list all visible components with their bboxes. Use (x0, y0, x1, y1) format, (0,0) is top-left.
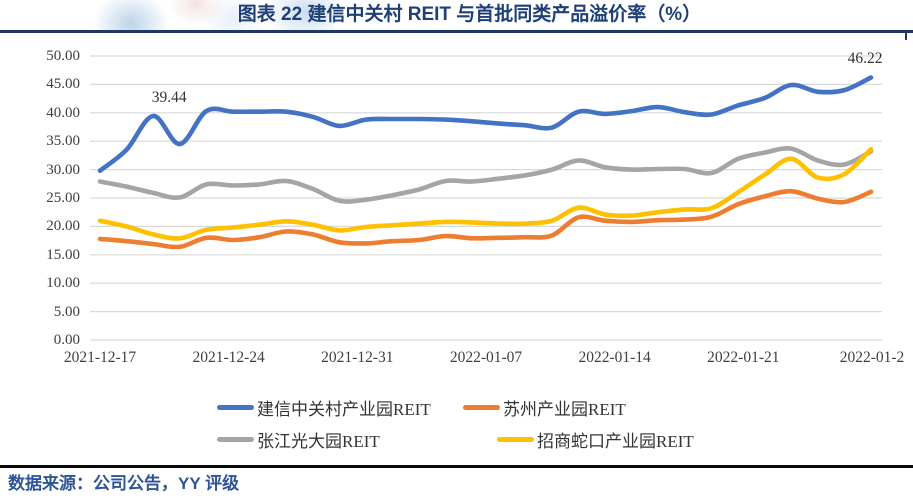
legend-item: 张江光大园REIT (217, 428, 380, 451)
x-tick-label: 2021-12-24 (192, 349, 265, 366)
x-tick-label: 2021-12-31 (321, 349, 394, 366)
legend-label: 招商蛇口产业园REIT (537, 431, 694, 451)
y-tick-label: 30.00 (46, 161, 80, 178)
data-label: 46.22 (847, 50, 883, 68)
legend-item: 建信中关村产业园REIT (217, 396, 431, 419)
legend-swatch (217, 404, 254, 410)
series-line-1 (97, 188, 874, 250)
y-tick-label: 5.00 (53, 303, 80, 320)
legend-swatch (463, 404, 500, 410)
y-tick-label: 40.00 (46, 104, 80, 121)
series-line-0 (97, 75, 874, 173)
x-tick-label: 2022-01-14 (578, 349, 651, 366)
y-tick-label: 15.00 (46, 246, 80, 263)
series-line-2 (97, 146, 874, 204)
y-tick-label: 10.00 (46, 275, 80, 292)
footer-rule (0, 465, 913, 468)
series-line-3 (97, 146, 874, 241)
x-tick-label: 2022-01-2 (839, 349, 905, 366)
legend-label: 张江光大园REIT (257, 431, 380, 451)
legend-label: 苏州产业园REIT (503, 399, 626, 419)
y-tick-label: 0.00 (53, 332, 80, 348)
y-tick-label: 50.00 (46, 48, 80, 64)
x-tick-label: 2021-12-17 (63, 349, 137, 366)
y-tick-label: 35.00 (46, 133, 80, 150)
y-tick-label: 45.00 (46, 76, 80, 93)
legend-label: 建信中关村产业园REIT (257, 399, 431, 419)
legend-swatch (217, 436, 254, 442)
legend-swatch (497, 436, 534, 442)
data-label: 39.44 (151, 88, 187, 106)
x-tick-label: 2022-01-21 (707, 349, 780, 366)
x-tick-label: 2022-01-07 (449, 349, 523, 366)
legend-item: 招商蛇口产业园REIT (497, 428, 694, 451)
legend-item: 苏州产业园REIT (463, 396, 626, 419)
source-note: 数据来源：公司公告，YY 评级 (8, 474, 240, 493)
figure-title: 图表 22 建信中关村 REIT 与首批同类产品溢价率（%） (237, 4, 702, 25)
header-rule-tick (905, 33, 907, 40)
y-tick-label: 20.00 (46, 218, 80, 235)
header-rule (0, 30, 913, 33)
y-tick-label: 25.00 (46, 190, 80, 206)
chart-area: 50.00 45.00 40.00 35.00 30.00 25.00 20.00 15.00… (46, 48, 905, 451)
